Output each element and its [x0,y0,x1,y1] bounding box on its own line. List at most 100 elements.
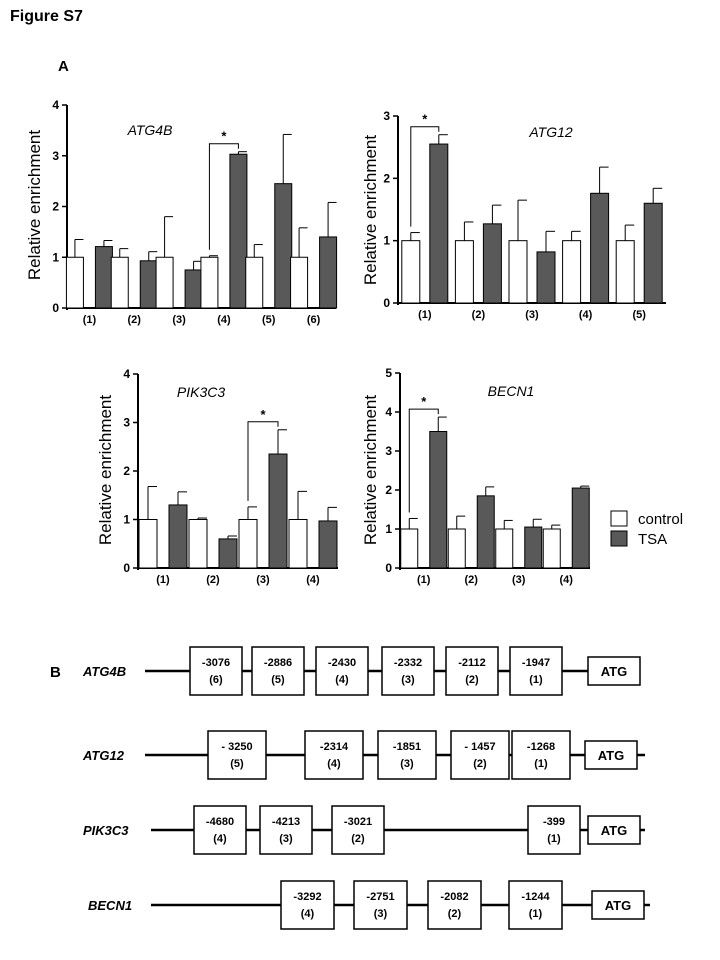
atg-box [587,656,641,686]
y-tick-label: 4 [385,405,392,419]
y-tick-label: 4 [52,98,59,112]
y-tick-label: 2 [385,483,392,497]
site-index: (1) [547,833,561,845]
site-position: -2430 [328,657,356,669]
site-index: (4) [301,908,315,920]
site-index: (4) [335,674,349,686]
x-tick-label: (2) [465,574,479,586]
gene-label: PIK3C3 [177,384,225,400]
y-axis-label: Relative enrichment [96,395,115,546]
control-bar [454,240,474,304]
control-bar [562,240,582,304]
y-tick-label: 1 [52,250,59,264]
gene-label: ATG4B [127,122,173,138]
x-tick-label: (2) [472,309,486,321]
y-tick-label: 0 [385,561,392,575]
x-tick-label: (3) [512,574,526,586]
tsa-bar [139,260,158,309]
x-tick-label: (2) [206,574,220,586]
figure-title: Figure S7 [10,8,83,25]
control-bar [200,256,219,309]
legend-control-swatch [610,510,628,527]
site-index: (3) [400,758,414,770]
significance-bracket [410,126,440,227]
site-index: (2) [473,758,487,770]
panel-a-label: A [58,58,69,75]
site-index: (3) [374,908,388,920]
y-tick-label: 3 [52,149,59,163]
significance-star: * [260,407,266,422]
y-tick-label: 4 [123,367,130,381]
site-position: -3292 [293,891,321,903]
site-position: -3021 [344,816,372,828]
legend: control TSA [610,510,683,548]
site-position: -2314 [320,741,349,753]
y-axis-label: Relative enrichment [361,395,380,546]
site-index: (1) [529,674,543,686]
site-index: (5) [271,674,285,686]
site-index: (1) [529,908,543,920]
promoter-map-pik3c3: PIK3C3 -4680 (4) -4213 (3) -3021 (2) -399 (1) ATG [83,805,645,855]
legend-control-label: control [638,511,683,528]
x-tick-label: (4) [217,314,231,326]
promoter-map-atg12: ATG12 - 3250 (5) -2314 (4) -1851 (3) - 1457 (2) -… [82,730,645,780]
gene-label: ATG12 [528,124,573,140]
site-position: - 3250 [221,741,252,753]
x-tick-label: (4) [579,309,593,321]
site-position: -4680 [206,816,234,828]
y-tick-label: 3 [385,444,392,458]
site-box [251,646,305,696]
legend-tsa-swatch [610,530,628,547]
significance-star: * [422,112,428,127]
control-bar [110,256,129,309]
tsa-bar [319,236,338,309]
atg-label: ATG [605,898,631,913]
y-axis-label: Relative enrichment [25,130,44,281]
chart-becn1: 0 1 2 3 4 5 Relative enrichment BECN1 (1) (2) (3) (… [361,366,590,586]
site-box [450,730,510,780]
atg-box [584,740,638,770]
site-box [511,730,571,780]
site-box [331,805,385,855]
site-box [189,646,243,696]
tsa-bar [268,453,288,569]
tsa-bar [571,487,590,569]
y-tick-label: 1 [385,522,392,536]
atg-box [591,890,645,920]
tsa-bar [429,143,449,304]
site-box [527,805,581,855]
tsa-bar [476,495,495,569]
y-tick-label: 3 [123,416,130,430]
x-tick-label: (1) [83,314,97,326]
significance-bracket [247,421,279,501]
significance-bracket [408,408,439,513]
control-bar [290,256,309,309]
chart-pik3c3: 0 1 2 3 4 Relative enrichment PIK3C3 (1) (2) (3) (… [96,367,338,586]
site-position: -2886 [264,657,292,669]
site-index: (2) [465,674,479,686]
y-tick-label: 2 [123,464,130,478]
tsa-bar [184,269,203,309]
control-bar [65,256,84,309]
site-box [445,646,499,696]
tsa-bar [168,504,188,569]
y-tick-label: 0 [383,296,390,310]
panel-b-label: B [50,664,61,681]
site-position: -1244 [521,891,550,903]
site-position: -2082 [440,891,468,903]
significance-bracket [208,143,239,250]
promoter-gene-label: PIK3C3 [83,823,129,838]
y-axis-label: Relative enrichment [361,135,380,286]
y-tick-label: 1 [123,513,130,527]
promoter-gene-label: ATG4B [82,664,126,679]
x-tick-label: (3) [172,314,186,326]
site-index: (3) [279,833,293,845]
site-position: -2112 [458,657,486,669]
control-bar [155,256,174,309]
control-bar [288,519,308,569]
control-bar [245,256,264,309]
site-box [207,730,267,780]
site-box [353,880,408,930]
site-box [427,880,482,930]
control-bar [615,240,635,304]
